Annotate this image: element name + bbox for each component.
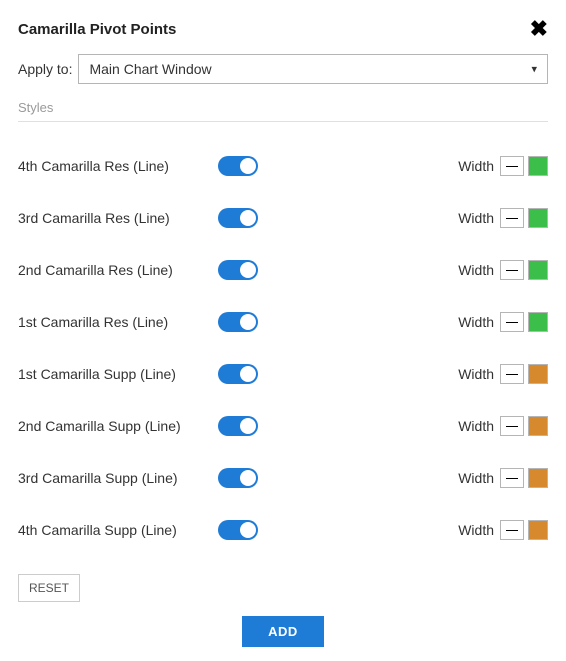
- line-width-select[interactable]: [500, 260, 524, 280]
- style-row-label: 3rd Camarilla Supp (Line): [18, 469, 218, 488]
- line-width-select[interactable]: [500, 364, 524, 384]
- chevron-down-icon: ▾: [531, 63, 537, 76]
- line-width-select[interactable]: [500, 208, 524, 228]
- width-label: Width: [458, 470, 494, 486]
- dash-icon: [506, 218, 518, 219]
- color-swatch[interactable]: [528, 312, 548, 332]
- dash-icon: [506, 322, 518, 323]
- width-label: Width: [458, 522, 494, 538]
- visibility-toggle[interactable]: [218, 260, 258, 280]
- width-label: Width: [458, 262, 494, 278]
- color-swatch[interactable]: [528, 520, 548, 540]
- camarilla-settings-dialog: Camarilla Pivot Points ✖ Apply to: Main …: [0, 0, 566, 661]
- toggle-knob: [240, 210, 256, 226]
- reset-button[interactable]: RESET: [18, 574, 80, 602]
- style-row-label: 4th Camarilla Supp (Line): [18, 521, 218, 540]
- footer-row: RESET: [18, 574, 548, 602]
- apply-to-selected-value: Main Chart Window: [89, 61, 211, 77]
- toggle-knob: [240, 470, 256, 486]
- style-row-label: 1st Camarilla Supp (Line): [18, 365, 218, 384]
- line-width-select[interactable]: [500, 416, 524, 436]
- width-label: Width: [458, 158, 494, 174]
- toggle-knob: [240, 418, 256, 434]
- line-width-select[interactable]: [500, 468, 524, 488]
- toggle-knob: [240, 158, 256, 174]
- color-swatch[interactable]: [528, 156, 548, 176]
- dash-icon: [506, 166, 518, 167]
- line-width-select[interactable]: [500, 520, 524, 540]
- style-row: 4th Camarilla Res (Line) Width: [18, 140, 548, 192]
- visibility-toggle[interactable]: [218, 156, 258, 176]
- style-row: 3rd Camarilla Supp (Line) Width: [18, 452, 548, 504]
- style-row: 2nd Camarilla Res (Line) Width: [18, 244, 548, 296]
- dash-icon: [506, 478, 518, 479]
- section-separator: [18, 121, 548, 122]
- style-row: 1st Camarilla Supp (Line) Width: [18, 348, 548, 400]
- dialog-header: Camarilla Pivot Points ✖: [18, 18, 548, 40]
- add-row: ADD: [18, 616, 548, 647]
- line-width-select[interactable]: [500, 312, 524, 332]
- toggle-knob: [240, 366, 256, 382]
- color-swatch[interactable]: [528, 468, 548, 488]
- toggle-wrap: [218, 312, 262, 332]
- visibility-toggle[interactable]: [218, 520, 258, 540]
- width-label: Width: [458, 210, 494, 226]
- style-row-label: 3rd Camarilla Res (Line): [18, 209, 218, 228]
- style-row-label: 2nd Camarilla Supp (Line): [18, 417, 218, 436]
- toggle-knob: [240, 522, 256, 538]
- style-row-label: 1st Camarilla Res (Line): [18, 313, 218, 332]
- dialog-title: Camarilla Pivot Points: [18, 21, 176, 38]
- toggle-wrap: [218, 416, 262, 436]
- apply-to-label: Apply to:: [18, 61, 72, 77]
- apply-to-select[interactable]: Main Chart Window ▾: [78, 54, 548, 84]
- style-rows-container: 4th Camarilla Res (Line)Width3rd Camaril…: [18, 140, 548, 556]
- color-swatch[interactable]: [528, 416, 548, 436]
- toggle-wrap: [218, 156, 262, 176]
- dash-icon: [506, 270, 518, 271]
- width-label: Width: [458, 366, 494, 382]
- toggle-wrap: [218, 208, 262, 228]
- toggle-wrap: [218, 364, 262, 384]
- style-row: 1st Camarilla Res (Line) Width: [18, 296, 548, 348]
- toggle-knob: [240, 262, 256, 278]
- dash-icon: [506, 374, 518, 375]
- visibility-toggle[interactable]: [218, 312, 258, 332]
- toggle-wrap: [218, 260, 262, 280]
- line-width-select[interactable]: [500, 156, 524, 176]
- width-label: Width: [458, 314, 494, 330]
- apply-to-row: Apply to: Main Chart Window ▾: [18, 54, 548, 84]
- visibility-toggle[interactable]: [218, 364, 258, 384]
- style-row: 2nd Camarilla Supp (Line) Width: [18, 400, 548, 452]
- color-swatch[interactable]: [528, 260, 548, 280]
- color-swatch[interactable]: [528, 364, 548, 384]
- toggle-wrap: [218, 468, 262, 488]
- width-label: Width: [458, 418, 494, 434]
- visibility-toggle[interactable]: [218, 208, 258, 228]
- style-row: 4th Camarilla Supp (Line) Width: [18, 504, 548, 556]
- styles-section-label: Styles: [18, 100, 548, 115]
- close-icon[interactable]: ✖: [530, 18, 548, 40]
- visibility-toggle[interactable]: [218, 416, 258, 436]
- style-row-label: 2nd Camarilla Res (Line): [18, 261, 218, 280]
- color-swatch[interactable]: [528, 208, 548, 228]
- dash-icon: [506, 426, 518, 427]
- toggle-knob: [240, 314, 256, 330]
- add-button[interactable]: ADD: [242, 616, 324, 647]
- dash-icon: [506, 530, 518, 531]
- toggle-wrap: [218, 520, 262, 540]
- style-row-label: 4th Camarilla Res (Line): [18, 157, 218, 176]
- style-row: 3rd Camarilla Res (Line) Width: [18, 192, 548, 244]
- visibility-toggle[interactable]: [218, 468, 258, 488]
